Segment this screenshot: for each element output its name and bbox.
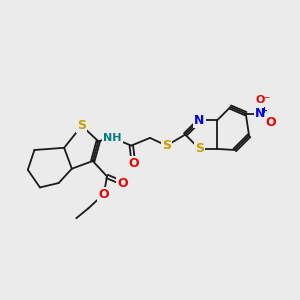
Text: O: O: [128, 157, 139, 170]
Text: S: S: [77, 119, 86, 132]
Text: +: +: [260, 106, 267, 115]
Text: NH: NH: [103, 133, 122, 143]
Text: S: S: [195, 142, 204, 155]
Text: S: S: [162, 139, 171, 152]
Text: O: O: [266, 116, 276, 129]
Text: O: O: [117, 176, 128, 190]
Text: O⁻: O⁻: [256, 95, 271, 106]
Text: N: N: [255, 107, 265, 120]
Text: N: N: [194, 114, 205, 127]
Text: O: O: [98, 188, 109, 200]
